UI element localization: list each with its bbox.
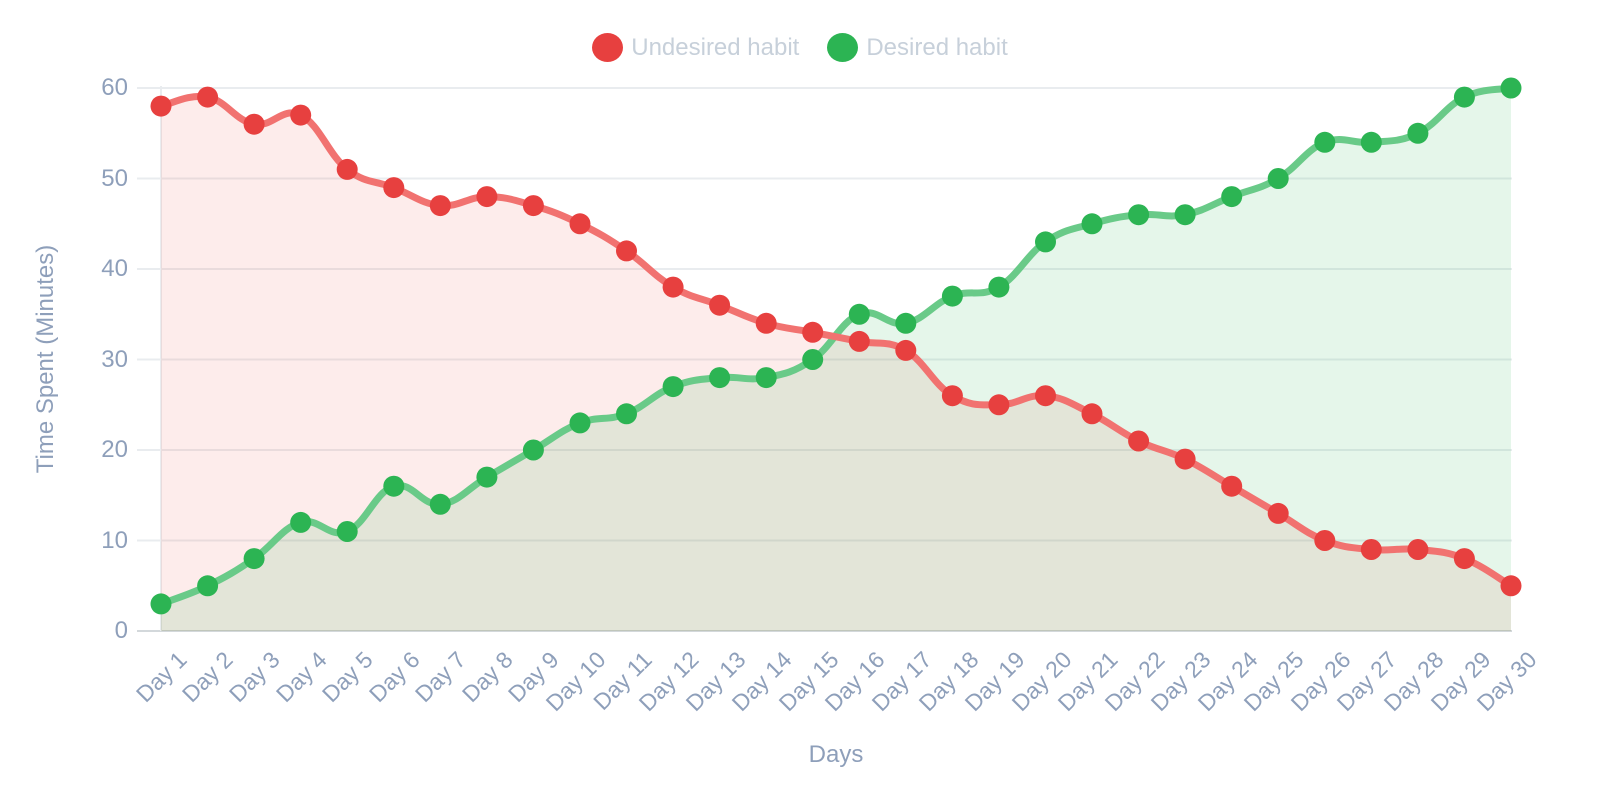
point-desired-habit-day-18[interactable] <box>941 285 963 307</box>
chart-legend: Undesired habit Desired habit <box>0 33 1600 62</box>
point-undesired-habit-day-16[interactable] <box>848 330 870 352</box>
point-undesired-habit-day-5[interactable] <box>336 158 358 180</box>
point-desired-habit-day-4[interactable] <box>290 511 312 533</box>
point-desired-habit-day-28[interactable] <box>1407 122 1429 144</box>
x-axis-title: Days <box>808 741 864 768</box>
point-desired-habit-day-23[interactable] <box>1174 204 1196 226</box>
point-desired-habit-day-19[interactable] <box>988 276 1010 298</box>
point-undesired-habit-day-9[interactable] <box>522 195 544 217</box>
point-desired-habit-day-14[interactable] <box>755 367 777 389</box>
point-desired-habit-day-10[interactable] <box>569 412 591 434</box>
point-undesired-habit-day-11[interactable] <box>616 240 637 262</box>
point-undesired-habit-day-6[interactable] <box>383 177 405 199</box>
point-undesired-habit-day-13[interactable] <box>709 294 731 316</box>
y-tick-label-50: 50 <box>101 164 128 192</box>
point-undesired-habit-day-23[interactable] <box>1174 448 1196 470</box>
point-desired-habit-day-17[interactable] <box>895 312 917 334</box>
point-undesired-habit-day-22[interactable] <box>1128 430 1150 452</box>
point-undesired-habit-day-21[interactable] <box>1081 403 1103 425</box>
point-desired-habit-day-12[interactable] <box>662 376 684 398</box>
point-undesired-habit-day-14[interactable] <box>755 312 777 334</box>
point-desired-habit-day-11[interactable] <box>616 403 637 425</box>
point-undesired-habit-day-3[interactable] <box>243 113 265 135</box>
y-tick-label-60: 60 <box>101 74 128 101</box>
point-desired-habit-day-15[interactable] <box>802 349 824 370</box>
point-desired-habit-day-6[interactable] <box>383 475 405 497</box>
point-undesired-habit-day-20[interactable] <box>1035 385 1056 407</box>
y-tick-label-0: 0 <box>114 617 128 644</box>
point-undesired-habit-day-26[interactable] <box>1314 530 1336 551</box>
point-undesired-habit-day-4[interactable] <box>290 104 312 126</box>
point-undesired-habit-day-19[interactable] <box>988 394 1010 416</box>
point-desired-habit-day-24[interactable] <box>1221 186 1243 208</box>
point-undesired-habit-day-10[interactable] <box>569 213 591 235</box>
point-desired-habit-day-3[interactable] <box>243 548 265 570</box>
y-tick-label-30: 30 <box>101 345 128 373</box>
point-desired-habit-day-1[interactable] <box>150 593 172 615</box>
point-desired-habit-day-21[interactable] <box>1081 213 1103 235</box>
point-desired-habit-day-5[interactable] <box>336 521 358 542</box>
point-desired-habit-day-25[interactable] <box>1267 168 1289 189</box>
point-undesired-habit-day-24[interactable] <box>1221 475 1243 497</box>
legend-label-undesired-habit: Undesired habit <box>631 33 800 61</box>
point-desired-habit-day-13[interactable] <box>709 367 731 389</box>
point-desired-habit-day-7[interactable] <box>429 493 451 515</box>
area-undesired-habit <box>161 96 1511 632</box>
point-undesired-habit-day-27[interactable] <box>1360 539 1382 560</box>
point-undesired-habit-day-8[interactable] <box>476 186 498 208</box>
undesired-habit-swatch-icon <box>592 33 624 62</box>
point-desired-habit-day-16[interactable] <box>848 303 870 325</box>
legend-item-desired-habit[interactable]: Desired habit <box>827 33 1008 62</box>
point-undesired-habit-day-7[interactable] <box>429 195 451 217</box>
point-undesired-habit-day-28[interactable] <box>1407 539 1429 560</box>
point-desired-habit-day-30[interactable] <box>1500 77 1522 99</box>
legend-item-undesired-habit[interactable]: Undesired habit <box>592 33 799 62</box>
point-desired-habit-day-2[interactable] <box>197 575 219 597</box>
point-desired-habit-day-29[interactable] <box>1453 86 1475 108</box>
legend-label-desired-habit: Desired habit <box>866 33 1008 61</box>
point-undesired-habit-day-1[interactable] <box>150 95 172 117</box>
point-desired-habit-day-8[interactable] <box>476 466 498 488</box>
area-desired-habit <box>161 88 1511 631</box>
point-undesired-habit-day-30[interactable] <box>1500 575 1522 597</box>
y-tick-label-20: 20 <box>101 436 128 463</box>
point-desired-habit-day-27[interactable] <box>1360 131 1382 153</box>
point-undesired-habit-day-15[interactable] <box>802 321 824 343</box>
point-undesired-habit-day-2[interactable] <box>197 86 219 108</box>
point-desired-habit-day-20[interactable] <box>1035 231 1056 253</box>
y-tick-label-10: 10 <box>101 526 128 554</box>
y-tick-label-40: 40 <box>101 255 128 282</box>
point-desired-habit-day-22[interactable] <box>1128 204 1150 226</box>
point-undesired-habit-day-25[interactable] <box>1267 502 1289 524</box>
point-desired-habit-day-26[interactable] <box>1314 131 1336 153</box>
desired-habit-swatch-icon <box>827 33 859 62</box>
point-undesired-habit-day-12[interactable] <box>662 276 684 298</box>
point-undesired-habit-day-29[interactable] <box>1453 548 1475 570</box>
point-undesired-habit-day-17[interactable] <box>895 339 917 361</box>
point-undesired-habit-day-18[interactable] <box>941 385 963 407</box>
point-desired-habit-day-9[interactable] <box>522 439 544 461</box>
